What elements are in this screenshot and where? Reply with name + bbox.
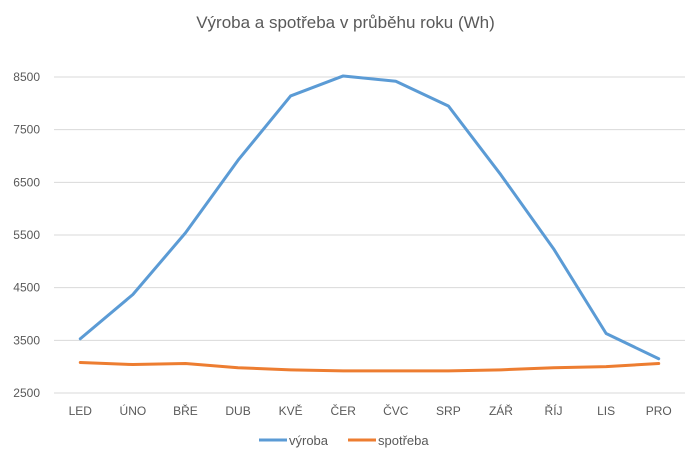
x-tick-label: ZÁŘ [489, 403, 513, 418]
series-lines [78, 74, 661, 373]
x-axis-ticks: LED ÚNO BŘE DUB KVĚ ČER ČVC SRP ZÁŘ ŘÍJ LIS PRO [69, 403, 672, 418]
x-tick-label: ŘÍJ [545, 403, 563, 418]
y-tick-label: 6500 [13, 175, 40, 189]
x-tick-label: LED [69, 404, 93, 418]
y-tick-label: 5500 [13, 228, 40, 242]
y-tick-label: 4500 [13, 281, 40, 295]
chart-title: Výroba a spotřeba v průběhu roku (Wh) [196, 13, 495, 32]
x-tick-label: KVĚ [279, 403, 303, 418]
x-tick-label: ČVC [383, 403, 409, 418]
legend-label: spotřeba [378, 433, 429, 448]
x-tick-label: LIS [597, 404, 615, 418]
x-tick-label: SRP [436, 404, 461, 418]
series-line-0 [78, 74, 661, 361]
x-tick-label: BŘE [173, 403, 198, 418]
y-tick-label: 7500 [13, 123, 40, 137]
x-tick-label: DUB [225, 404, 250, 418]
y-tick-label: 2500 [13, 386, 40, 400]
y-tick-label: 3500 [13, 333, 40, 347]
legend: výroba spotřeba [259, 433, 429, 448]
gridlines [54, 76, 685, 394]
y-tick-label: 8500 [13, 70, 40, 84]
x-tick-label: PRO [646, 404, 672, 418]
legend-label: výroba [289, 433, 329, 448]
x-tick-label: ČER [331, 403, 357, 418]
y-axis-ticks: 2500 3500 4500 5500 6500 7500 8500 [13, 70, 40, 400]
series-line-1 [78, 360, 661, 373]
x-tick-label: ÚNO [120, 403, 147, 418]
